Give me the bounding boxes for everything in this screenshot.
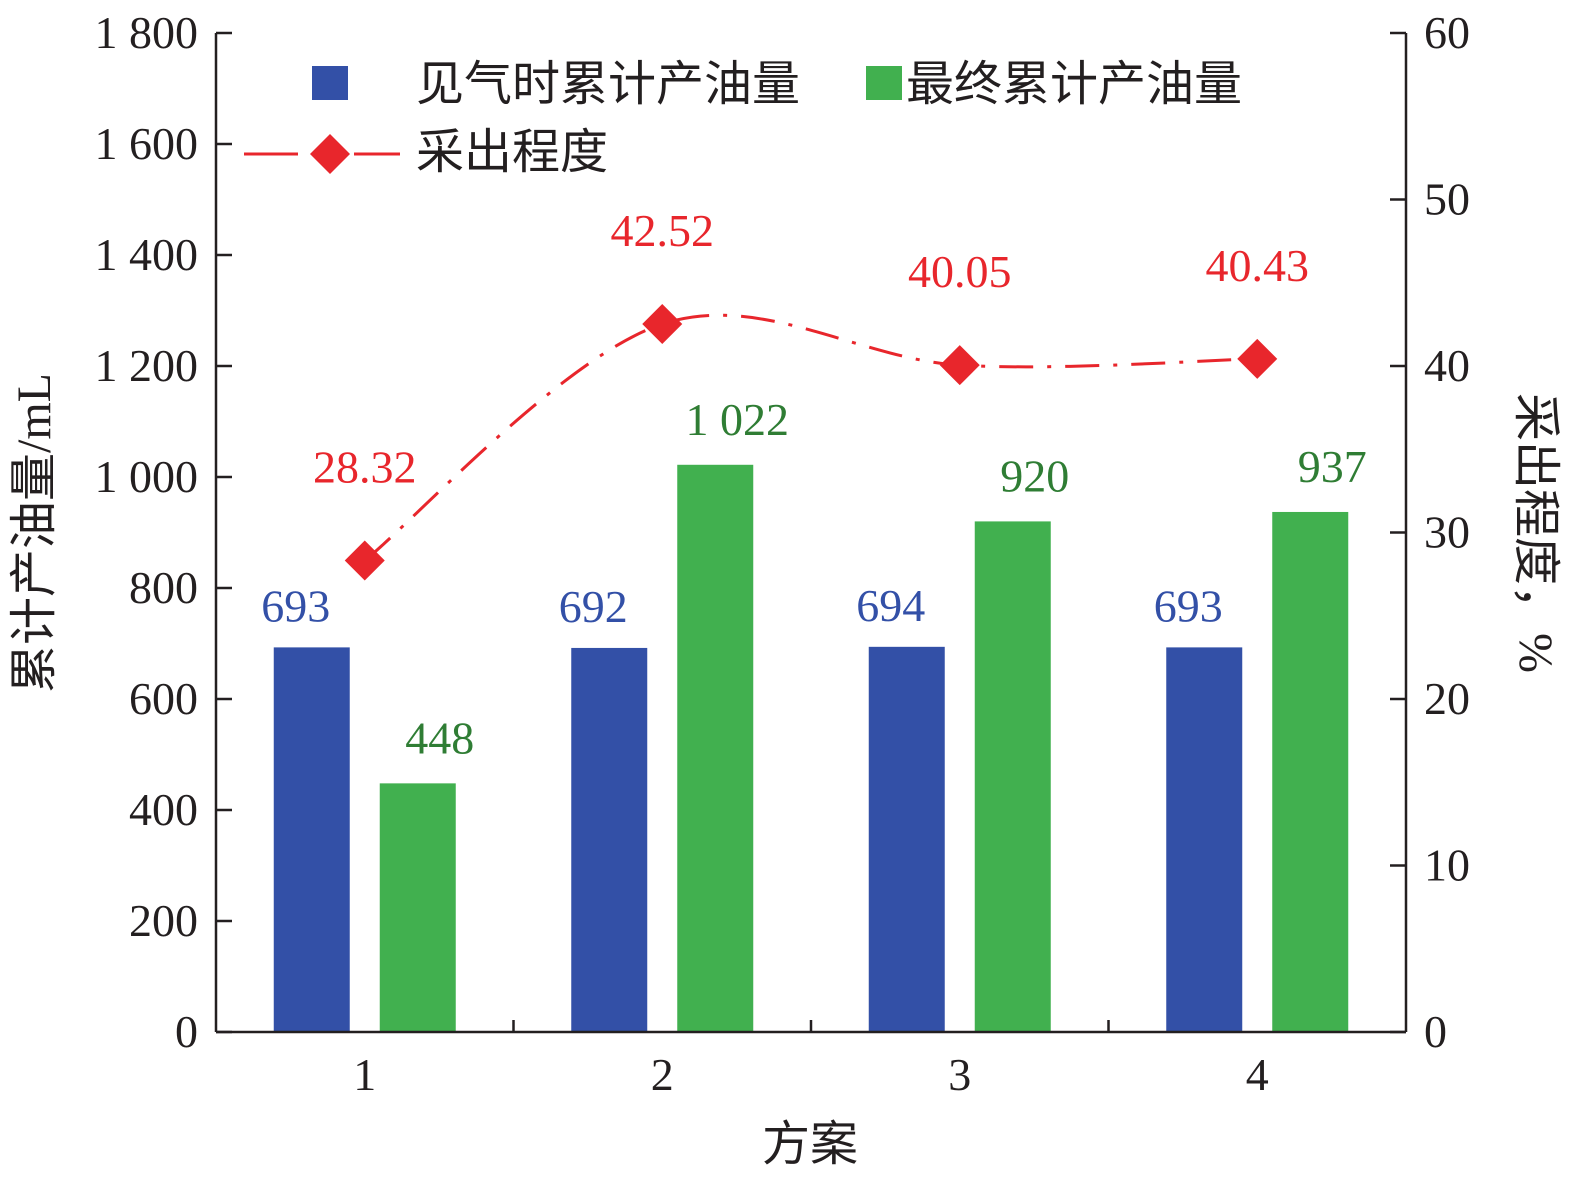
y-tick-label: 400 <box>129 784 198 835</box>
bar-layer <box>273 464 1349 1033</box>
bar-gas-breakthrough-oil <box>868 646 945 1032</box>
bar-gas-breakthrough-oil <box>571 647 648 1032</box>
legend-label-series-1: 见气时累计产油量 <box>416 58 800 111</box>
recovery-marker <box>939 345 980 386</box>
y-tick-label: 1 200 <box>95 340 199 391</box>
y-tick-label: 1 800 <box>95 7 199 58</box>
y-tick-label: 1 000 <box>95 451 199 502</box>
line-layer <box>344 304 1278 581</box>
data-label-layer: 693 448 692 1 022 694 920 693 937 28.32 42.52 40.0… <box>261 205 1367 763</box>
bar-gas-breakthrough-oil <box>1166 647 1243 1032</box>
x-tick-label: 4 <box>1246 1049 1269 1100</box>
bar-final-oil <box>379 783 456 1032</box>
data-label-recovery: 28.32 <box>313 441 417 492</box>
x-axis-title: 方案 <box>762 1118 858 1171</box>
y2-tick-label: 60 <box>1424 7 1470 58</box>
x-tick-label: 3 <box>948 1049 971 1100</box>
data-label-final-oil: 448 <box>405 712 474 763</box>
bar-final-oil <box>1272 511 1349 1033</box>
y2-tick-label: 0 <box>1424 1006 1447 1057</box>
y2-tick-label: 20 <box>1424 673 1470 724</box>
data-label-recovery: 42.52 <box>611 205 715 256</box>
data-label-final-oil: 920 <box>1000 450 1069 501</box>
y-tick-label: 1 400 <box>95 229 199 280</box>
legend-diamond-marker <box>310 134 350 174</box>
legend: 见气时累计产油量 最终累计产油量 采出程度 <box>244 58 1242 179</box>
y2-axis-title: 采出程度，% <box>1509 393 1562 673</box>
y-tick-label: 600 <box>129 673 198 724</box>
data-label-gas-breakthrough-oil: 692 <box>559 581 628 632</box>
bar-gas-breakthrough-oil <box>273 647 350 1032</box>
y2-tick-label: 10 <box>1424 840 1470 891</box>
legend-label-series-2: 最终累计产油量 <box>906 58 1242 111</box>
recovery-marker <box>1237 338 1278 379</box>
data-label-gas-breakthrough-oil: 694 <box>856 580 925 631</box>
x-tick-label: 2 <box>651 1049 674 1100</box>
y-axis-title: 累计产油量/mL <box>8 373 61 693</box>
legend-label-series-3: 采出程度 <box>416 126 608 179</box>
y-tick-label: 200 <box>129 895 198 946</box>
x-tick-label: 1 <box>353 1049 376 1100</box>
data-label-gas-breakthrough-oil: 693 <box>261 580 330 631</box>
legend-swatch-green <box>866 66 902 100</box>
legend-swatch-blue <box>312 66 348 100</box>
axes-layer: 0 200 400 600 800 1 000 1 200 1 400 1 600 1 800 0 1… <box>95 7 1471 1100</box>
y2-tick-label: 30 <box>1424 507 1470 558</box>
data-label-final-oil: 937 <box>1298 441 1367 492</box>
data-label-recovery: 40.05 <box>908 246 1012 297</box>
data-label-gas-breakthrough-oil: 693 <box>1154 580 1223 631</box>
y2-tick-label: 40 <box>1424 340 1470 391</box>
recovery-marker <box>344 540 385 581</box>
data-label-final-oil: 1 022 <box>686 394 790 445</box>
y-tick-label: 1 600 <box>95 118 199 169</box>
y-tick-label: 800 <box>129 562 198 613</box>
bar-final-oil <box>677 464 754 1032</box>
y2-tick-label: 50 <box>1424 174 1470 225</box>
y-tick-label: 0 <box>175 1006 198 1057</box>
recovery-marker <box>642 304 683 345</box>
bar-final-oil <box>974 521 1051 1032</box>
recovery-line <box>363 313 1258 562</box>
data-label-recovery: 40.43 <box>1206 240 1310 291</box>
